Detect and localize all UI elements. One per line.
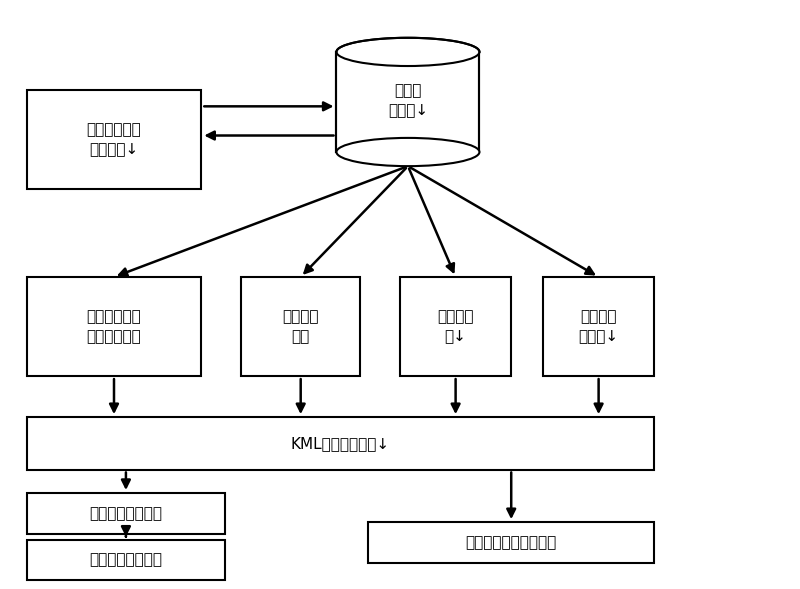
Text: 三维动态呈现模块: 三维动态呈现模块 (90, 552, 162, 567)
FancyBboxPatch shape (543, 277, 654, 376)
Text: 地理信息系统技术平台: 地理信息系统技术平台 (466, 535, 557, 550)
Text: 航图要素三维
生成功能模块: 航图要素三维 生成功能模块 (86, 309, 142, 344)
Text: 多机场
数据库↓: 多机场 数据库↓ (388, 83, 428, 118)
Ellipse shape (337, 138, 479, 166)
Text: KML结果数据平台↓: KML结果数据平台↓ (291, 436, 390, 451)
Text: 导航台遮
蔽评估↓: 导航台遮 蔽评估↓ (578, 309, 618, 344)
FancyBboxPatch shape (26, 90, 202, 190)
Ellipse shape (337, 38, 479, 66)
Text: 航图要素数据
管理模块↓: 航图要素数据 管理模块↓ (86, 123, 142, 157)
FancyBboxPatch shape (26, 493, 226, 534)
FancyBboxPatch shape (241, 277, 360, 376)
FancyBboxPatch shape (368, 522, 654, 563)
FancyBboxPatch shape (400, 277, 511, 376)
FancyBboxPatch shape (26, 417, 654, 469)
Text: 三维航线
漫游: 三维航线 漫游 (282, 309, 319, 344)
Text: 谷歌地球技术平台: 谷歌地球技术平台 (90, 506, 162, 521)
Polygon shape (337, 52, 479, 152)
Text: 交通流模
拟↓: 交通流模 拟↓ (438, 309, 474, 344)
FancyBboxPatch shape (26, 277, 202, 376)
FancyBboxPatch shape (26, 540, 226, 580)
